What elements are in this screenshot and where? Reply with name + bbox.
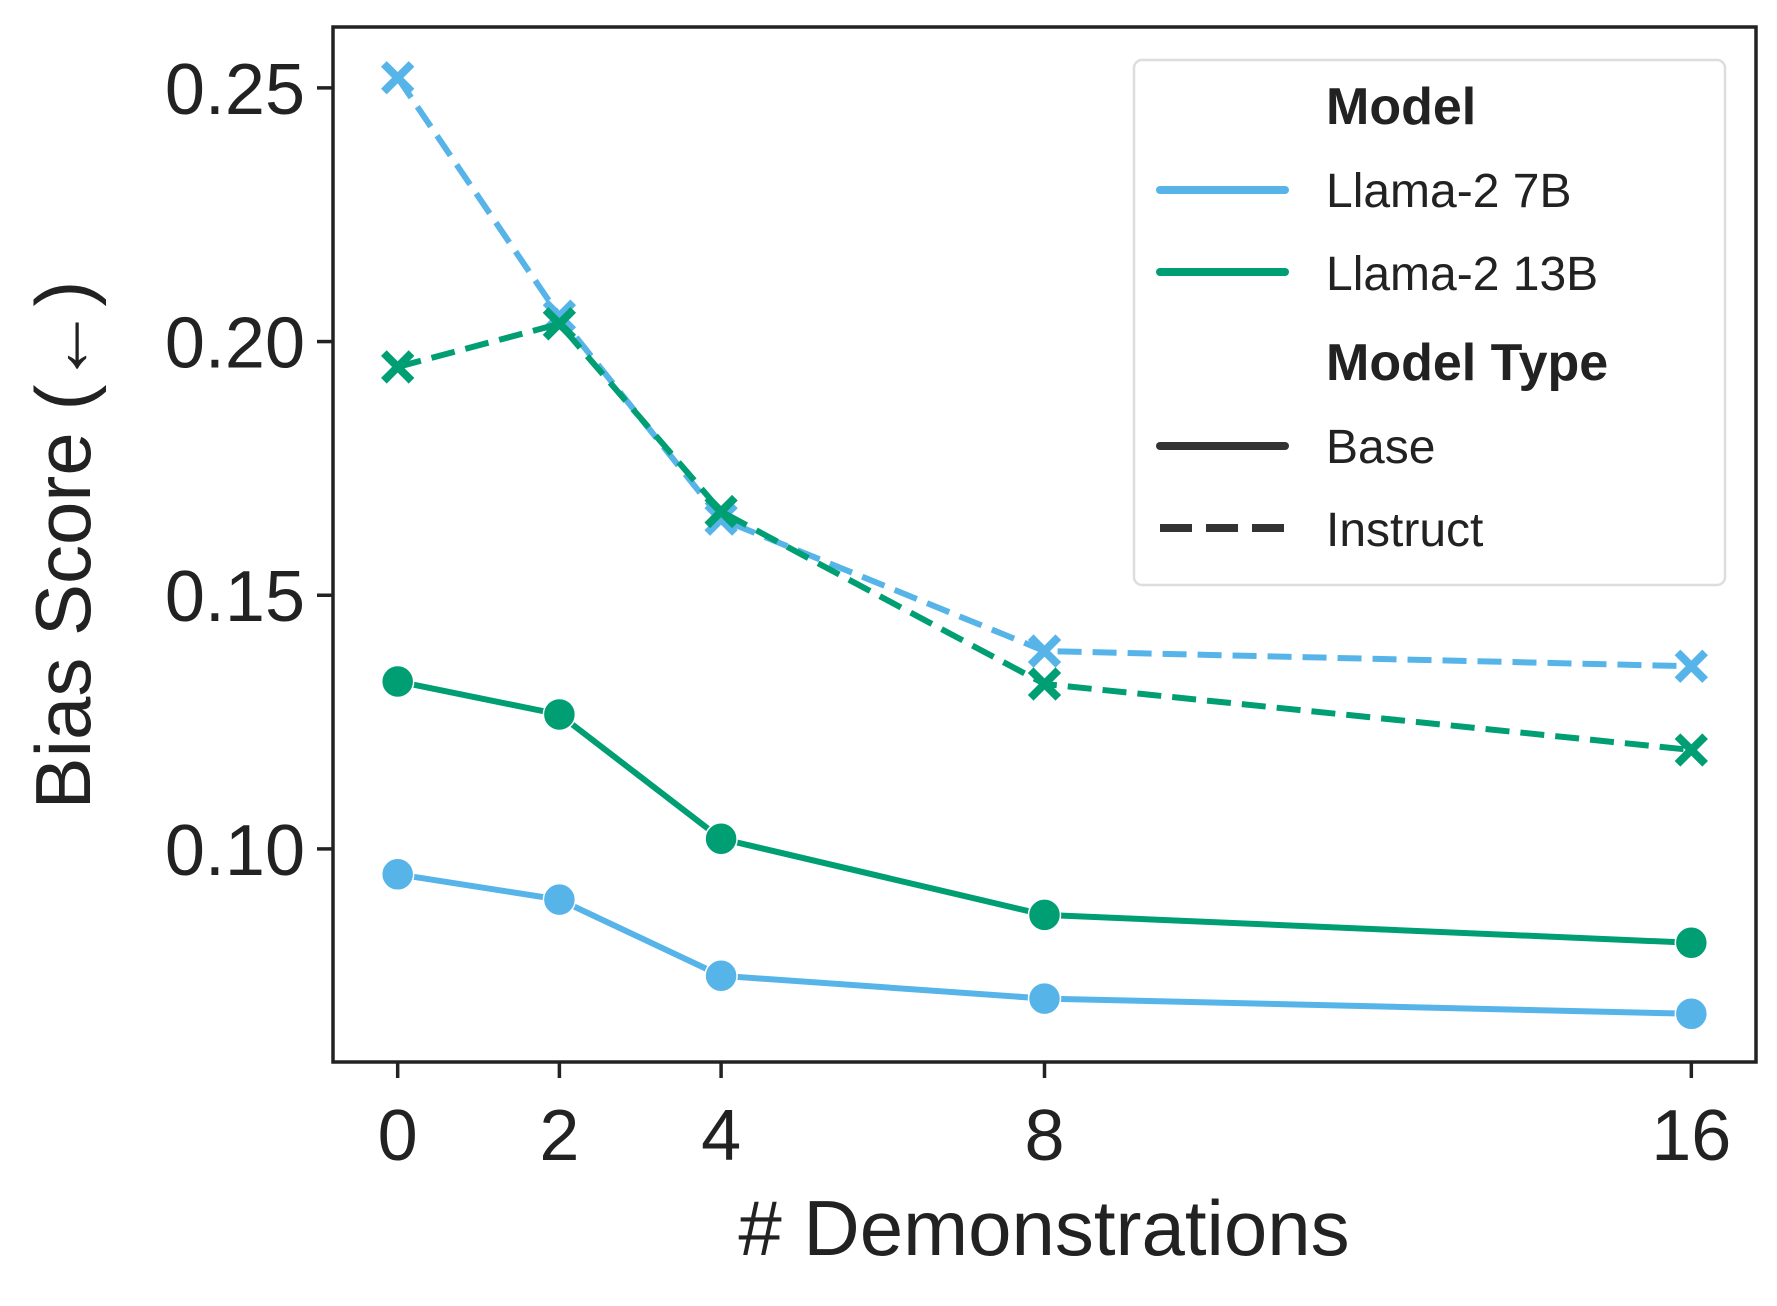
- y-tick-label-0.20: 0.20: [165, 304, 305, 384]
- point-llama-2-7b-base-2: [542, 882, 577, 917]
- x-tick-label-16: 16: [1651, 1096, 1731, 1176]
- x-tick-label-4: 4: [701, 1096, 741, 1176]
- point-llama-2-13b-instruct-0: [381, 350, 415, 384]
- legend: Model Llama-2 7B Llama-2 13B Model Type …: [1132, 58, 1727, 587]
- point-llama-2-7b-instruct-4: [704, 502, 738, 536]
- y-tick-label-0.15: 0.15: [165, 557, 305, 637]
- legend-label-llama-13b: Llama-2 13B: [1326, 248, 1598, 301]
- y-axis-title: Bias Score (←): [19, 281, 107, 810]
- legend-type-heading: Model Type: [1326, 334, 1608, 392]
- point-llama-2-13b-instruct-4: [704, 494, 738, 529]
- legend-model-heading: Model: [1326, 78, 1476, 136]
- point-llama-2-13b-base-2: [542, 697, 577, 732]
- x-tick-label-2: 2: [539, 1096, 579, 1176]
- point-llama-2-13b-base-4: [704, 822, 738, 856]
- x-tick-label-0: 0: [378, 1096, 418, 1176]
- x-axis-title: # Demonstrations: [738, 1184, 1349, 1272]
- point-llama-2-7b-instruct-16: [1674, 649, 1708, 683]
- point-llama-2-7b-base-8: [1027, 981, 1062, 1016]
- x-tick-label-8: 8: [1024, 1096, 1064, 1176]
- legend-label-llama-7b: Llama-2 7B: [1326, 165, 1571, 218]
- point-llama-2-13b-instruct-8: [1027, 667, 1062, 701]
- legend-label-instruct: Instruct: [1326, 504, 1483, 557]
- point-llama-2-13b-instruct-16: [1674, 733, 1708, 767]
- point-llama-2-7b-base-0: [380, 857, 415, 892]
- series-line-llama-2-13b-instruct: [396, 320, 1692, 753]
- point-llama-2-7b-instruct-0: [381, 61, 415, 95]
- point-llama-2-7b-base-16: [1674, 997, 1709, 1031]
- point-llama-2-13b-base-0: [380, 664, 415, 699]
- point-llama-2-7b-instruct-8: [1027, 634, 1062, 668]
- point-llama-2-13b-base-8: [1027, 898, 1062, 932]
- plot-marks: [380, 61, 1709, 1031]
- legend-label-base: Base: [1326, 421, 1435, 474]
- point-llama-2-13b-instruct-2: [542, 307, 577, 341]
- y-tick-label-0.10: 0.10: [165, 811, 305, 891]
- axis-ticks: 0 2 4 8 16 0.10 0.15 0.20 0.25: [165, 50, 1732, 1176]
- point-llama-2-13b-base-16: [1674, 926, 1709, 960]
- point-llama-2-7b-base-4: [704, 959, 738, 993]
- y-tick-label-0.25: 0.25: [165, 50, 305, 130]
